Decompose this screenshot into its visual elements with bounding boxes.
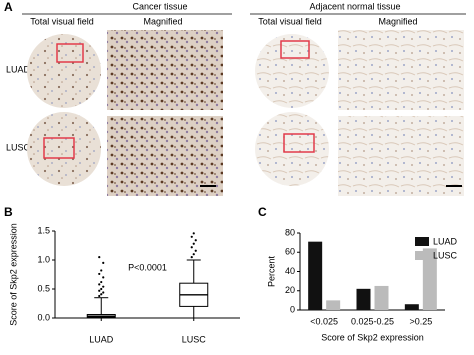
- bar: [422, 248, 437, 310]
- group-title: Adjacent normal tissue: [309, 1, 400, 11]
- outlier: [100, 280, 103, 284]
- x-tick-label: LUAD: [89, 334, 114, 344]
- outlier: [190, 235, 193, 238]
- outlier: [100, 293, 103, 296]
- zoom-box: [56, 43, 84, 63]
- outlier: [102, 276, 105, 279]
- row-label: LUAD: [6, 64, 31, 74]
- legend-swatch: [415, 251, 429, 260]
- panel-label: B: [4, 205, 13, 219]
- outlier: [190, 256, 193, 259]
- micrograph: [338, 30, 464, 110]
- outlier: [98, 294, 101, 298]
- outlier: [98, 289, 101, 292]
- y-axis-label: Percent: [266, 255, 276, 287]
- micrograph: [27, 34, 101, 108]
- outlier: [192, 253, 195, 256]
- y-tick-label: 80: [285, 227, 295, 237]
- panel-label: A: [4, 0, 13, 14]
- micrograph: [255, 112, 329, 186]
- outlier: [192, 242, 195, 245]
- row-label: LUSC: [6, 142, 31, 152]
- column-header: Total visual field: [30, 16, 94, 26]
- zoom-box: [283, 133, 315, 153]
- outlier: [190, 246, 193, 249]
- micrograph: [107, 116, 223, 196]
- outlier: [102, 261, 105, 264]
- outlier: [98, 272, 101, 276]
- annotation: P<0.0001: [128, 262, 167, 272]
- group-title: Cancer tissue: [132, 1, 187, 11]
- legend-label: LUSC: [433, 250, 458, 260]
- bar: [374, 285, 389, 310]
- bar: [326, 300, 341, 310]
- zoom-box: [43, 137, 75, 159]
- y-tick-label: 1.0: [37, 254, 50, 264]
- bar: [404, 304, 419, 310]
- micrograph: [255, 34, 329, 108]
- bar: [308, 241, 323, 310]
- outlier: [98, 256, 101, 259]
- x-tick-label: <0.025: [310, 316, 338, 326]
- y-tick-label: 1.5: [37, 225, 50, 235]
- y-tick-label: 0.0: [37, 312, 50, 322]
- outlier: [194, 239, 197, 242]
- x-tick-label: 0.025-0.25: [351, 316, 394, 326]
- outlier: [102, 285, 105, 288]
- y-axis-label: Score of Skp2 expression: [8, 223, 18, 326]
- outlier: [100, 287, 103, 291]
- column-header: Total visual field: [258, 16, 322, 26]
- column-header: Magnified: [143, 16, 182, 26]
- column-header: Magnified: [378, 16, 417, 26]
- zoom-box: [280, 40, 310, 59]
- micrograph: [338, 116, 464, 196]
- outlier: [192, 232, 195, 235]
- bar: [356, 288, 371, 310]
- y-tick-label: 40: [285, 266, 295, 276]
- micrograph: [27, 112, 101, 186]
- outlier: [194, 249, 197, 252]
- outlier: [100, 269, 103, 272]
- y-tick-label: 0: [290, 304, 295, 314]
- y-tick-label: 20: [285, 285, 295, 295]
- x-tick-label: >0.25: [409, 316, 432, 326]
- legend-swatch: [415, 237, 429, 246]
- x-axis-label: Score of Skp2 expression: [321, 332, 424, 342]
- y-tick-label: 60: [285, 247, 295, 257]
- micrograph: [107, 30, 223, 110]
- outlier: [98, 283, 101, 286]
- outlier: [102, 291, 105, 294]
- x-tick-label: LUSC: [182, 334, 207, 344]
- y-tick-label: 0.5: [37, 283, 50, 293]
- legend-label: LUAD: [433, 236, 458, 246]
- panel-label: C: [258, 205, 267, 219]
